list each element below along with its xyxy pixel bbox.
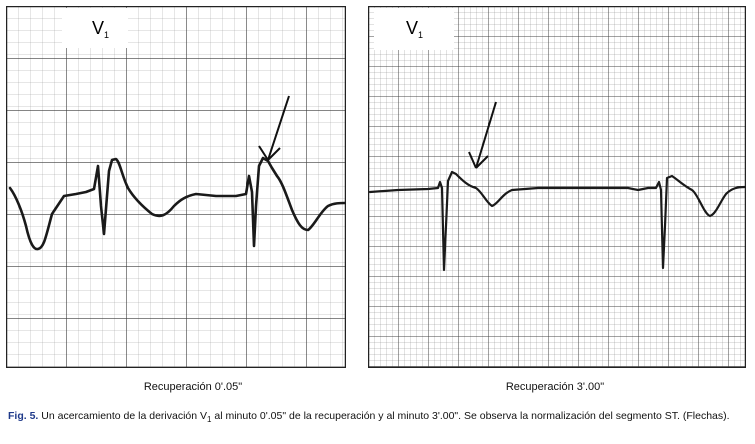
panel-label-left: Recuperación 0'.05" xyxy=(143,381,243,393)
lead-label: V xyxy=(92,18,104,38)
figure-caption: Fig. 5. Un acercamiento de la derivación… xyxy=(8,410,748,427)
caption-subscript: 1 xyxy=(207,415,212,425)
ecg-trace-right xyxy=(368,170,746,272)
lead-label-subscript: 1 xyxy=(418,30,423,40)
st-segment-arrow xyxy=(267,95,290,161)
lead-label-box xyxy=(374,8,454,50)
caption-text-end: al minuto 0'.05" de la recuperación y al… xyxy=(211,410,730,422)
lead-label: V xyxy=(406,18,418,38)
ecg-trace-left xyxy=(8,156,346,251)
lead-label-subscript: 1 xyxy=(104,30,109,40)
st-segment-arrow-head xyxy=(468,151,489,169)
ecg-strip-right: V 1 xyxy=(368,6,746,368)
lead-label-box xyxy=(62,8,128,48)
ecg-panel-left: V 1 xyxy=(6,6,384,368)
caption-text-start: Un acercamiento de la derivación V xyxy=(38,410,208,422)
st-segment-arrow-head xyxy=(258,145,281,161)
ecg-strip-left: V 1 xyxy=(6,6,346,368)
panel-label-right: Recuperación 3'.00" xyxy=(505,381,605,393)
ecg-panel-right: V 1 xyxy=(368,6,746,368)
st-segment-arrow xyxy=(475,101,497,169)
figure-label: Fig. 5. xyxy=(8,410,39,422)
